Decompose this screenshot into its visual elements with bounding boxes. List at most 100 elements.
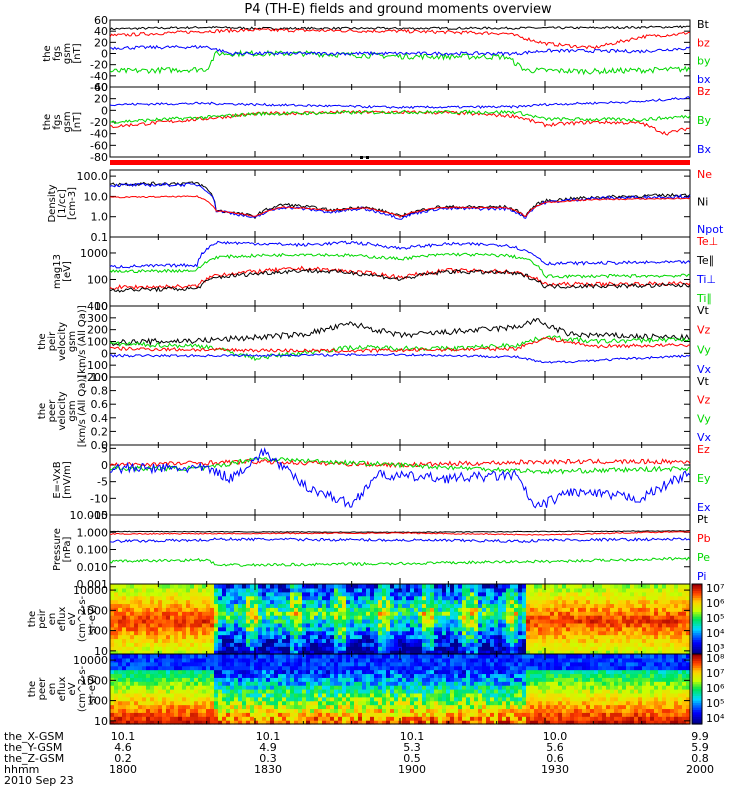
heatmap-cell xyxy=(454,689,459,693)
heatmap-cell xyxy=(302,685,307,689)
heatmap-cell xyxy=(498,592,503,596)
heatmap-cell xyxy=(522,600,527,604)
heatmap-cell xyxy=(390,685,395,689)
heatmap-cell xyxy=(230,600,235,604)
heatmap-cell xyxy=(374,588,379,592)
heatmap-cell xyxy=(194,689,199,693)
heatmap-cell xyxy=(362,615,367,619)
heatmap-cell xyxy=(426,705,431,709)
heatmap-cell xyxy=(506,592,511,596)
heatmap-cell xyxy=(478,588,483,592)
heatmap-cell xyxy=(494,642,499,646)
heatmap-cell xyxy=(250,592,255,596)
heatmap-cell xyxy=(442,638,447,642)
heatmap-cell xyxy=(142,689,147,693)
heatmap-cell xyxy=(282,662,287,666)
heatmap-cell xyxy=(398,638,403,642)
heatmap-cell xyxy=(474,697,479,701)
heatmap-cell xyxy=(378,600,383,604)
heatmap-cell xyxy=(594,631,599,635)
y-tick-label: -80 xyxy=(90,151,108,164)
heatmap-cell xyxy=(206,670,211,674)
heatmap-cell xyxy=(258,635,263,639)
heatmap-cell xyxy=(334,635,339,639)
heatmap-cell xyxy=(510,689,515,693)
heatmap-cell xyxy=(410,708,415,712)
heatmap-cell xyxy=(366,592,371,596)
heatmap-cell xyxy=(134,642,139,646)
heatmap-cell xyxy=(274,677,279,681)
heatmap-cell xyxy=(562,642,567,646)
heatmap-cell xyxy=(414,670,419,674)
heatmap-cell xyxy=(430,712,435,716)
heatmap-cell xyxy=(250,646,255,650)
heatmap-cell xyxy=(114,693,119,697)
heatmap-cell xyxy=(630,635,635,639)
heatmap-cell xyxy=(558,607,563,611)
heatmap-cell xyxy=(238,697,243,701)
heatmap-cell xyxy=(558,638,563,642)
heatmap-cell xyxy=(138,662,143,666)
heatmap-cell xyxy=(146,588,151,592)
heatmap-cell xyxy=(682,631,687,635)
heatmap-cell xyxy=(266,666,271,670)
heatmap-cell xyxy=(486,615,491,619)
heatmap-cell xyxy=(174,666,179,670)
heatmap-cell xyxy=(358,716,363,720)
heatmap-cell xyxy=(310,708,315,712)
heatmap-cell xyxy=(670,592,675,596)
heatmap-cell xyxy=(442,654,447,658)
heatmap-cell xyxy=(382,623,387,627)
heatmap-cell xyxy=(258,681,263,685)
heatmap-cell xyxy=(562,635,567,639)
heatmap-cell xyxy=(438,627,443,631)
heatmap-cell xyxy=(290,697,295,701)
heatmap-cell xyxy=(394,670,399,674)
heatmap-cell xyxy=(186,654,191,658)
heatmap-cell xyxy=(550,642,555,646)
heatmap-cell xyxy=(162,588,167,592)
heatmap-cell xyxy=(222,662,227,666)
heatmap-cell xyxy=(150,670,155,674)
heatmap-cell xyxy=(254,712,259,716)
heatmap-cell xyxy=(678,646,683,650)
heatmap-cell xyxy=(122,697,127,701)
heatmap-cell xyxy=(170,708,175,712)
heatmap-cell xyxy=(414,607,419,611)
heatmap-cell xyxy=(242,627,247,631)
heatmap-cell xyxy=(286,716,291,720)
heatmap-cell xyxy=(514,693,519,697)
heatmap-cell xyxy=(266,592,271,596)
heatmap-cell xyxy=(326,584,331,588)
heatmap-cell xyxy=(514,681,519,685)
heatmap-cell xyxy=(374,716,379,720)
heatmap-cell xyxy=(338,619,343,623)
heatmap-cell xyxy=(322,623,327,627)
heatmap-cell xyxy=(178,708,183,712)
heatmap-cell xyxy=(246,642,251,646)
heatmap-cell xyxy=(270,685,275,689)
heatmap-cell xyxy=(450,708,455,712)
heatmap-cell xyxy=(122,619,127,623)
heatmap-cell xyxy=(462,693,467,697)
heatmap-cell xyxy=(254,701,259,705)
heatmap-cell xyxy=(274,693,279,697)
heatmap-cell xyxy=(246,697,251,701)
heatmap-cell xyxy=(178,646,183,650)
heatmap-cell xyxy=(246,619,251,623)
heatmap-cell xyxy=(566,646,571,650)
heatmap-cell xyxy=(590,615,595,619)
heatmap-cell xyxy=(346,588,351,592)
heatmap-cell xyxy=(306,689,311,693)
heatmap-cell xyxy=(210,600,215,604)
heatmap-cell xyxy=(562,588,567,592)
heatmap-cell xyxy=(386,600,391,604)
heatmap-cell xyxy=(490,588,495,592)
heatmap-cell xyxy=(262,627,267,631)
heatmap-cell xyxy=(514,642,519,646)
heatmap-cell xyxy=(254,666,259,670)
heatmap-cell xyxy=(438,603,443,607)
heatmap-cell xyxy=(554,607,559,611)
heatmap-cell xyxy=(282,635,287,639)
heatmap-cell xyxy=(330,615,335,619)
